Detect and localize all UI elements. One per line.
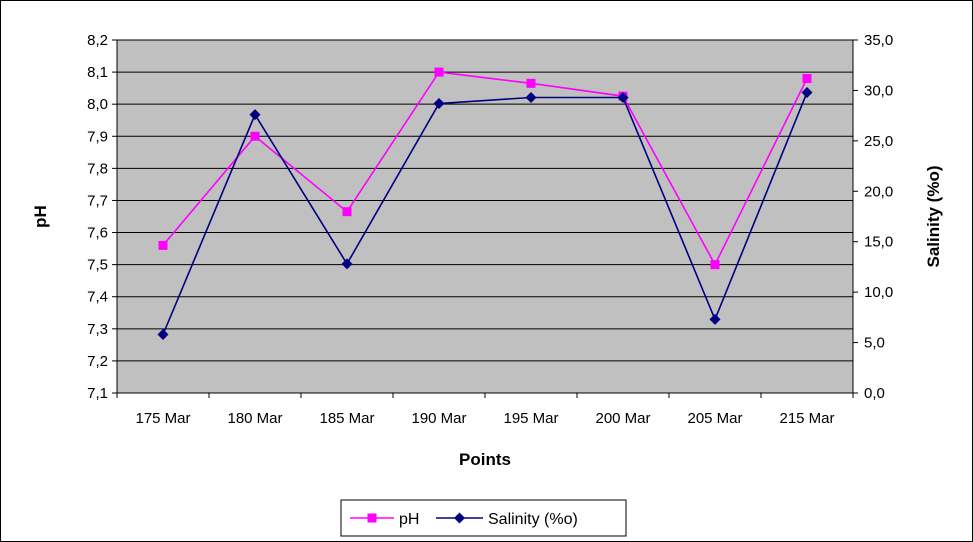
ph-point bbox=[802, 74, 812, 84]
x-tick-label: 185 Mar bbox=[319, 410, 374, 427]
salinity-point bbox=[709, 313, 721, 325]
y-tick-label: 7,3 bbox=[87, 321, 108, 338]
y-tick-label: 7,2 bbox=[87, 353, 108, 370]
y2-tick-label: 15,0 bbox=[864, 234, 893, 251]
y2-tick-label: 35,0 bbox=[864, 32, 893, 49]
salinity-point bbox=[801, 86, 813, 98]
y-tick-label: 7,8 bbox=[87, 160, 108, 177]
y-tick-label: 7,5 bbox=[87, 257, 108, 274]
y-tick-label: 8,1 bbox=[87, 64, 108, 81]
y2-tick-label: 20,0 bbox=[864, 183, 893, 200]
ph-point bbox=[250, 131, 260, 141]
y-tick-label: 7,7 bbox=[87, 192, 108, 209]
x-tick-label: 195 Mar bbox=[503, 410, 558, 427]
x-tick-label: 175 Mar bbox=[135, 410, 190, 427]
y-axis-title: pH bbox=[31, 205, 50, 228]
axes bbox=[112, 39, 858, 398]
legend-ph-marker bbox=[367, 513, 377, 523]
x-tick-label: 190 Mar bbox=[411, 410, 466, 427]
ph-point bbox=[710, 260, 720, 270]
y-tick-label: 8,2 bbox=[87, 32, 108, 49]
series-line-salinity bbox=[162, 92, 808, 335]
ph-point bbox=[526, 78, 536, 88]
salinity-point bbox=[433, 98, 445, 110]
salinity-point bbox=[249, 109, 261, 121]
salinity-point bbox=[341, 258, 353, 270]
plot-area bbox=[117, 40, 853, 393]
y2-tick-label: 0,0 bbox=[864, 385, 885, 402]
y2-axis-title: Salinity (%o) bbox=[924, 165, 943, 267]
salinity-point bbox=[157, 329, 169, 341]
series-line-ph bbox=[162, 71, 808, 267]
y-tick-label: 7,1 bbox=[87, 385, 108, 402]
y-tick-label: 7,9 bbox=[87, 128, 108, 145]
legend-salinity-label: Salinity (%o) bbox=[488, 511, 578, 528]
y-tick-label: 7,6 bbox=[87, 225, 108, 242]
legend-ph-label: pH bbox=[399, 511, 419, 528]
x-tick-label: 205 Mar bbox=[687, 410, 742, 427]
y2-tick-label: 5,0 bbox=[864, 335, 885, 352]
ph-point bbox=[434, 67, 444, 77]
salinity-point bbox=[617, 91, 629, 103]
y2-tick-label: 25,0 bbox=[864, 133, 893, 150]
y2-tick-label: 30,0 bbox=[864, 82, 893, 99]
y2-tick-label: 10,0 bbox=[864, 284, 893, 301]
legend: pH Salinity (%o) bbox=[340, 499, 627, 537]
x-tick-label: 180 Mar bbox=[227, 410, 282, 427]
y-tick-label: 7,4 bbox=[87, 289, 108, 306]
x-axis-title: Points bbox=[459, 450, 511, 469]
legend-salinity-marker bbox=[454, 512, 465, 524]
ph-point bbox=[342, 207, 352, 217]
ph-point bbox=[158, 240, 168, 250]
x-tick-label: 215 Mar bbox=[779, 410, 834, 427]
tick-labels: 7,1 7,2 7,3 7,4 7,5 7,6 7,7 7,8 7,9 8,0 8,1 8,2 0,0 5… bbox=[87, 32, 893, 427]
y-tick-label: 8,0 bbox=[87, 96, 108, 113]
salinity-point bbox=[525, 91, 537, 103]
x-tick-label: 200 Mar bbox=[595, 410, 650, 427]
series-group bbox=[157, 67, 813, 341]
